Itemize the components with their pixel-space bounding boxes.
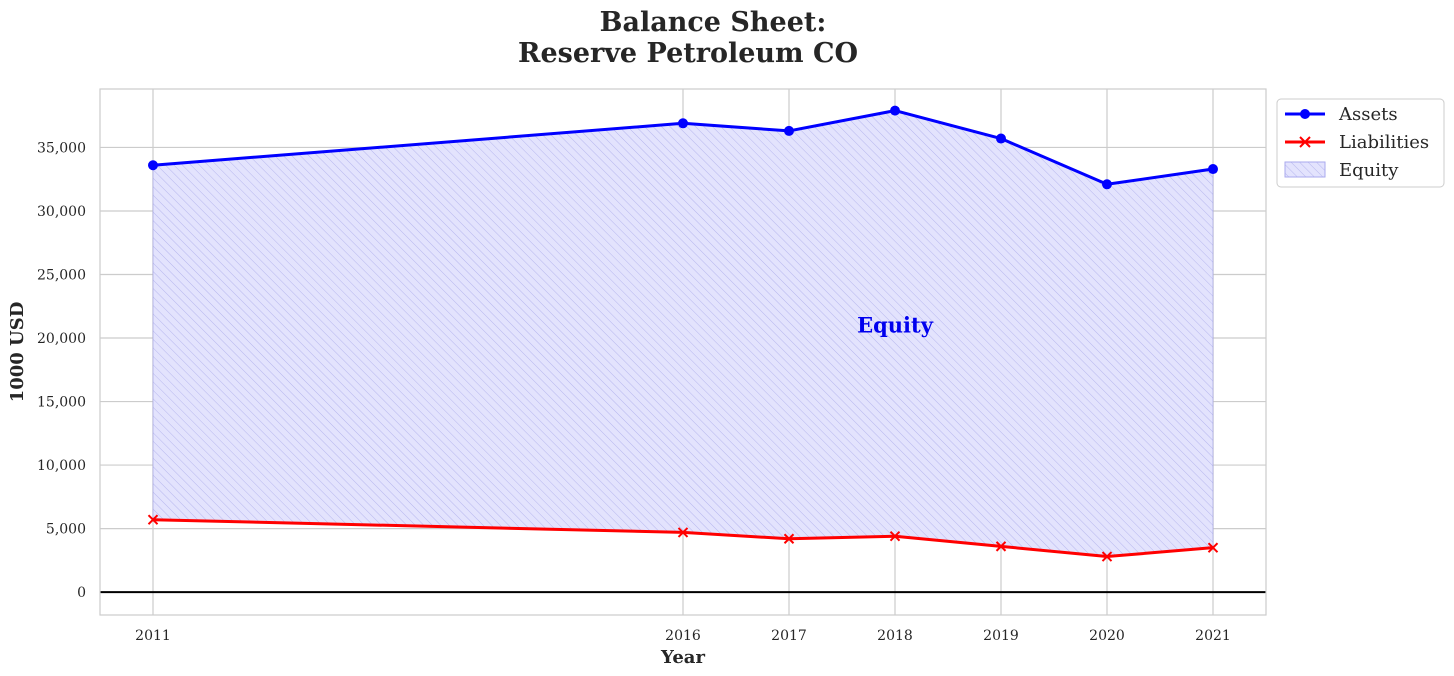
assets-point [678, 118, 688, 129]
assets-point [1102, 179, 1112, 190]
liabilities-point [1207, 542, 1219, 553]
x-tick-label: 2020 [1089, 628, 1125, 644]
assets-point [1208, 164, 1218, 175]
legend-equity-label: Equity [1339, 160, 1399, 181]
liabilities-point [783, 533, 795, 544]
x-tick-label: 2016 [665, 628, 701, 644]
y-tick-label: 0 [77, 585, 86, 601]
chart-title-line2: Reserve Petroleum CO [518, 38, 858, 69]
chart-title-line1: Balance Sheet: [600, 7, 827, 38]
liabilities-point [147, 514, 159, 525]
legend-liabilities-label: Liabilities [1339, 132, 1429, 153]
y-tick-label: 30,000 [37, 204, 86, 220]
legend-assets-marker [1300, 109, 1310, 119]
y-tick-label: 25,000 [37, 267, 86, 283]
assets-point [996, 133, 1006, 144]
assets-point [890, 105, 900, 116]
assets-point [784, 125, 794, 136]
assets-point [148, 160, 158, 171]
equity-area [152, 110, 1214, 558]
legend-assets-label: Assets [1338, 104, 1398, 125]
liabilities-point [889, 531, 901, 542]
x-tick-label: 2018 [877, 628, 913, 644]
legend: Assets Liabilities Equity [1276, 98, 1445, 188]
y-tick-label: 10,000 [37, 458, 86, 474]
y-axis-label: 1000 USD [7, 302, 28, 403]
legend-liabilities-marker [1299, 136, 1311, 148]
plot-frame [99, 88, 1267, 616]
liabilities-point [1101, 551, 1113, 562]
legend-equity-swatch [1284, 161, 1326, 178]
liabilities-point [677, 527, 689, 538]
x-axis-label: Year [660, 647, 705, 668]
axis-ticks: 0 5,000 10,000 15,000 20,000 25,000 30,000 35,0… [37, 140, 1231, 644]
y-tick-label: 5,000 [46, 522, 86, 538]
x-tick-label: 2021 [1195, 628, 1231, 644]
x-tick-label: 2011 [135, 628, 171, 644]
equity-annotation: Equity [857, 312, 934, 337]
y-tick-label: 20,000 [37, 331, 86, 347]
equity-area-layer [152, 110, 1214, 558]
y-tick-label: 15,000 [37, 395, 86, 411]
y-tick-label: 35,000 [37, 140, 86, 156]
x-tick-label: 2017 [771, 628, 807, 644]
liabilities-point [995, 541, 1007, 552]
x-tick-label: 2019 [983, 628, 1019, 644]
series-layer [147, 105, 1219, 562]
